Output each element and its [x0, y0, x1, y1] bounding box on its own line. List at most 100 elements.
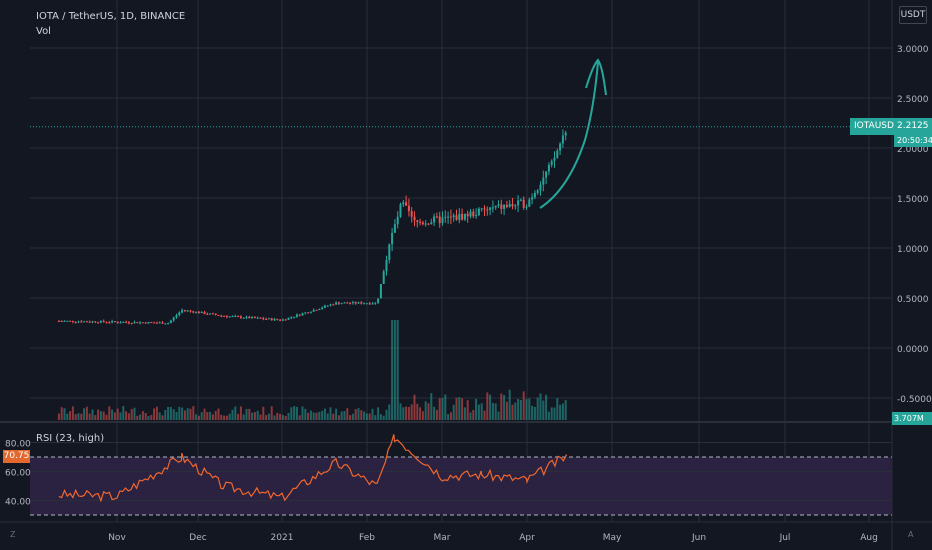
volume-bar	[321, 410, 324, 420]
candle-body	[505, 204, 508, 207]
volume-indicator-label[interactable]: Vol	[36, 26, 51, 37]
candle-body	[223, 315, 226, 317]
volume-bar	[178, 406, 181, 420]
candle-body	[307, 312, 310, 314]
time-axis-label: Feb	[359, 533, 375, 543]
volume-bar	[71, 406, 74, 420]
currency-button[interactable]: USDT	[899, 6, 927, 24]
auto-scale-icon[interactable]: A	[908, 530, 914, 539]
volume-bar	[83, 408, 86, 420]
candle-body	[122, 321, 125, 323]
volume-bar	[402, 407, 405, 420]
volume-bar	[430, 393, 433, 420]
candle-body	[354, 302, 357, 304]
candle-body	[167, 323, 170, 325]
volume-bar	[200, 412, 203, 420]
volume-bar	[144, 413, 147, 420]
volume-bar	[248, 408, 251, 420]
volume-bar	[413, 394, 416, 420]
candle-body	[545, 171, 548, 178]
last-price-value: 2.2125	[894, 118, 932, 135]
candle-body	[211, 313, 214, 315]
price-scale-label: 0.0000	[897, 345, 929, 355]
price-scale-label: -0.5000	[897, 395, 932, 405]
symbol-title[interactable]: IOTA / TetherUS, 1D, BINANCE	[36, 11, 186, 22]
candle-body	[315, 309, 318, 311]
candle-body	[116, 321, 119, 323]
volume-bar	[449, 412, 452, 420]
candle-body	[539, 184, 542, 191]
volume-bar	[483, 410, 486, 420]
rsi-indicator-label[interactable]: RSI (23, high)	[36, 433, 105, 444]
candle-body	[337, 302, 340, 304]
price-scale-label: 3.0000	[897, 45, 929, 55]
volume-bar	[242, 414, 245, 420]
zoom-icon[interactable]: Z	[10, 530, 16, 539]
volume-bar	[505, 401, 508, 420]
candle-body	[209, 313, 212, 315]
volume-bar	[500, 393, 503, 420]
candle-body	[514, 205, 517, 207]
candle-body	[377, 298, 380, 303]
volume-bar	[424, 401, 427, 420]
candle-body	[298, 314, 301, 316]
candle-body	[318, 308, 321, 310]
candle-body	[542, 177, 545, 185]
candle-body	[312, 309, 315, 312]
volume-bar	[141, 411, 144, 420]
time-axis-label: Aug	[860, 533, 878, 543]
volume-bar	[206, 412, 209, 420]
candle-body	[416, 220, 419, 222]
volume-bar	[371, 408, 374, 420]
candle-body	[279, 319, 282, 321]
volume-bar	[536, 397, 539, 420]
candle-body	[113, 321, 116, 323]
volume-bar	[388, 404, 391, 420]
volume-bar	[116, 408, 119, 420]
volume-bar	[259, 414, 262, 420]
candle-body	[393, 224, 396, 233]
volume-bar	[155, 406, 158, 420]
candle-body	[231, 316, 234, 318]
rsi-scale-label: 80.00	[5, 440, 31, 450]
candle-body	[256, 317, 259, 319]
candle-body	[63, 320, 66, 322]
volume-bar	[136, 415, 139, 420]
candle-body	[346, 302, 349, 304]
volume-bar	[377, 407, 380, 420]
candle-body	[57, 321, 60, 322]
volume-bar	[74, 414, 77, 420]
candle-body	[94, 321, 97, 323]
candle-body	[172, 317, 175, 321]
candle-body	[508, 203, 511, 207]
candle-body	[332, 304, 335, 306]
volume-bar	[251, 412, 254, 420]
volume-bar	[525, 398, 528, 420]
volume-bar	[469, 412, 472, 420]
volume-bar	[399, 403, 402, 420]
candle-body	[284, 319, 287, 321]
volume-bar	[441, 397, 444, 420]
volume-bar	[528, 398, 531, 420]
volume-bar	[503, 394, 506, 420]
volume-bar	[192, 406, 195, 420]
volume-bar	[223, 415, 226, 420]
volume-bar	[111, 409, 114, 420]
volume-bar	[301, 406, 304, 420]
candle-body	[564, 132, 567, 136]
candle-body	[88, 321, 91, 323]
volume-bar	[553, 407, 556, 420]
candle-body	[463, 213, 466, 220]
volume-bar	[265, 415, 268, 420]
volume-bar	[161, 415, 164, 420]
candle-body	[153, 322, 156, 324]
candle-body	[531, 197, 534, 200]
time-axis-label: Nov	[108, 533, 126, 543]
candle-body	[267, 318, 270, 320]
time-axis-label: 2021	[271, 533, 294, 543]
candle-body	[483, 208, 486, 210]
candle-body	[253, 317, 256, 319]
candle-body	[438, 216, 441, 224]
price-scale-label: 2.5000	[897, 95, 929, 105]
